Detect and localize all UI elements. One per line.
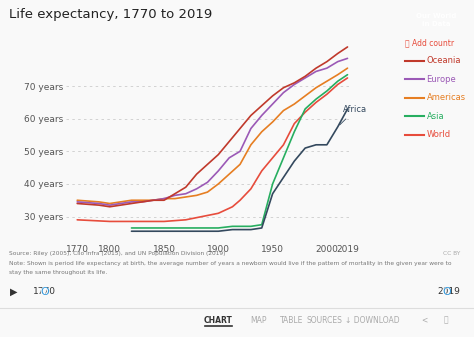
Text: World: World <box>427 130 451 139</box>
Text: Africa: Africa <box>340 105 367 125</box>
Text: stay the same throughout its life.: stay the same throughout its life. <box>9 270 108 275</box>
Text: O: O <box>442 286 451 297</box>
Text: ▶: ▶ <box>9 286 17 297</box>
Text: ⭕ Add countr: ⭕ Add countr <box>405 39 455 48</box>
Text: 1770: 1770 <box>33 287 56 296</box>
Text: 2019: 2019 <box>437 287 460 296</box>
Text: Asia: Asia <box>427 112 444 121</box>
Text: TABLE: TABLE <box>280 316 303 325</box>
Text: SOURCES: SOURCES <box>307 316 343 325</box>
Text: Oceania: Oceania <box>427 56 461 65</box>
Text: O: O <box>40 286 49 297</box>
Text: O: O <box>40 286 49 297</box>
Text: <: < <box>421 316 428 325</box>
Text: Europe: Europe <box>427 75 456 84</box>
Text: Note: Shown is period life expectancy at birth, the average number of years a ne: Note: Shown is period life expectancy at… <box>9 261 452 266</box>
Text: Life expectancy, 1770 to 2019: Life expectancy, 1770 to 2019 <box>9 8 213 22</box>
Text: O: O <box>442 286 451 297</box>
Text: Our World
in Data: Our World in Data <box>416 13 456 27</box>
Text: Source: Riley (2005), Clio Infra (2015), and UN Population Division (2019): Source: Riley (2005), Clio Infra (2015),… <box>9 251 226 256</box>
Text: CHART: CHART <box>204 316 232 325</box>
Text: ⤡: ⤡ <box>443 316 448 325</box>
Text: CC BY: CC BY <box>443 251 460 256</box>
Text: ↓ DOWNLOAD: ↓ DOWNLOAD <box>345 316 400 325</box>
Text: Americas: Americas <box>427 93 466 102</box>
Text: MAP: MAP <box>250 316 266 325</box>
